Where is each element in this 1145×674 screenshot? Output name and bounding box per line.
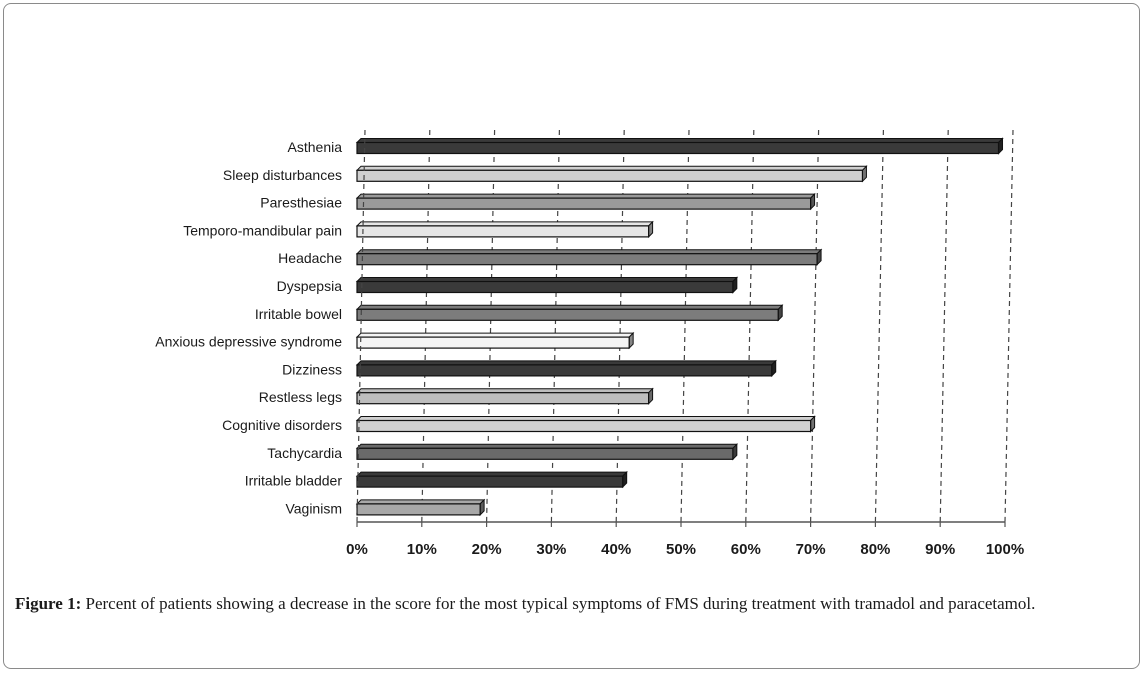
x-tick-label: 50% xyxy=(666,541,696,558)
bar-top-face xyxy=(355,443,739,449)
bar xyxy=(355,192,816,211)
bar-top-face xyxy=(355,138,1004,143)
bar-front-face xyxy=(356,225,650,238)
bar xyxy=(355,220,654,239)
bar-top-face xyxy=(355,277,739,282)
bar-top-face xyxy=(355,471,628,477)
category-label: Headache xyxy=(278,250,342,266)
category-label: Sleep disturbances xyxy=(223,167,342,183)
gridline xyxy=(1004,129,1014,523)
gridline xyxy=(874,129,884,523)
bar-top-face xyxy=(355,416,816,421)
bar-top-face xyxy=(355,388,654,394)
category-label: Asthenia xyxy=(288,139,343,155)
x-tick-label: 40% xyxy=(601,541,631,558)
gridline xyxy=(680,129,690,523)
category-label: Irritable bowel xyxy=(255,306,342,322)
x-tick-label: 60% xyxy=(731,541,761,558)
bar-top-face xyxy=(355,249,823,255)
gridline xyxy=(810,129,820,523)
bar-front-face xyxy=(356,141,1000,155)
bar-layer xyxy=(355,137,1004,517)
category-label: Temporo-mandibular pain xyxy=(183,222,342,238)
bar-front-face xyxy=(356,419,812,433)
bar xyxy=(355,331,635,350)
gridline xyxy=(421,129,431,523)
category-label: Anxious depressive syndrome xyxy=(155,334,342,350)
bar xyxy=(355,304,784,322)
bar xyxy=(355,359,777,378)
bar-top-face xyxy=(355,221,654,227)
bar-front-face xyxy=(356,336,630,349)
x-tick-label: 10% xyxy=(407,541,437,558)
bar-front-face xyxy=(356,169,864,182)
category-label: Irritable bladder xyxy=(245,473,343,489)
bar-front-face xyxy=(356,253,818,266)
category-label: Cognitive disorders xyxy=(222,417,342,433)
category-label: Dizziness xyxy=(282,361,342,377)
bar-top-face xyxy=(355,499,486,505)
gridline xyxy=(745,129,755,523)
bar-top-face xyxy=(355,193,816,199)
gridline xyxy=(550,129,560,523)
bar-front-face xyxy=(356,447,734,460)
x-tick-label: 80% xyxy=(860,541,890,558)
bar xyxy=(355,248,823,266)
bar xyxy=(355,387,654,405)
bar xyxy=(355,137,1004,155)
bar-front-face xyxy=(356,308,779,321)
gridline xyxy=(486,129,496,523)
category-label: Tachycardia xyxy=(267,445,342,461)
x-tick-label: 30% xyxy=(536,541,566,558)
gridline xyxy=(615,129,625,523)
bar-top-face xyxy=(355,165,868,171)
bar-front-face xyxy=(356,197,812,210)
caption-text: Percent of patients showing a decrease i… xyxy=(81,594,1036,613)
category-label: Dyspepsia xyxy=(277,278,343,294)
axis-layer xyxy=(356,129,1006,527)
category-label: Vaginism xyxy=(285,500,342,516)
bar-front-face xyxy=(356,503,481,516)
label-layer: 0% 10% 20% 30% 40% 50% 60% 70% 80% 90% 100% Astheni… xyxy=(155,139,1024,558)
bar xyxy=(355,470,628,489)
bar-front-face xyxy=(356,364,773,377)
bar-chart: 0% 10% 20% 30% 40% 50% 60% 70% 80% 90% 100% Astheni… xyxy=(155,129,1024,558)
bar-front-face xyxy=(356,392,650,405)
bar-top-face xyxy=(355,360,777,366)
figure-caption: Figure 1: Percent of patients showing a … xyxy=(15,592,1133,616)
bar xyxy=(355,498,486,517)
caption-label: Figure 1: xyxy=(15,594,82,613)
bar-front-face xyxy=(356,475,624,488)
y-axis-line xyxy=(356,129,366,523)
gridline xyxy=(939,129,949,523)
bar-top-face xyxy=(355,332,635,338)
category-label: Restless legs xyxy=(259,389,342,405)
x-tick-label: 20% xyxy=(472,541,502,558)
bar xyxy=(355,443,739,461)
bar xyxy=(355,276,739,294)
x-tick-label: 0% xyxy=(346,541,368,558)
x-tick-label: 70% xyxy=(796,541,826,558)
x-tick-label: 100% xyxy=(986,541,1024,558)
bar-top-face xyxy=(355,304,784,310)
bar xyxy=(355,165,868,183)
category-label: Paresthesiae xyxy=(260,195,342,211)
x-tick-label: 90% xyxy=(925,541,955,558)
grid-layer xyxy=(421,129,1014,523)
bar xyxy=(355,415,816,433)
bar-front-face xyxy=(356,280,734,294)
